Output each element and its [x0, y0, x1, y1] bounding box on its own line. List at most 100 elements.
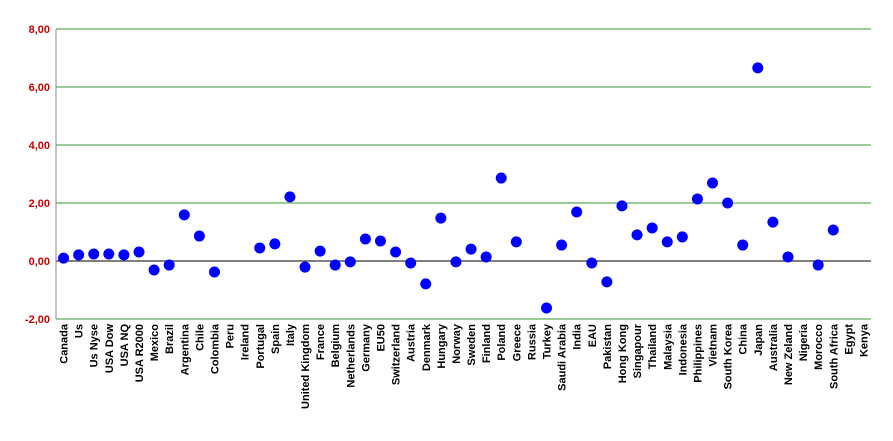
- x-tick-label: Russia: [526, 323, 538, 360]
- y-tick-label: 0,00: [29, 256, 50, 268]
- dot: [103, 248, 115, 260]
- x-tick-label: Hong Kong: [617, 324, 629, 383]
- y-tick-label: 2,00: [29, 198, 50, 210]
- dot: [163, 259, 175, 271]
- x-tick-label: Germany: [360, 323, 372, 372]
- dot: [329, 259, 341, 271]
- dot: [480, 251, 492, 263]
- dot: [827, 224, 839, 236]
- x-tick-label: Pakistan: [602, 324, 614, 370]
- x-tick-label: Hungary: [436, 323, 448, 369]
- dot: [178, 209, 190, 221]
- x-tick-label: United Kingdom: [300, 324, 312, 409]
- x-tick-label: Us Nyse: [89, 324, 101, 367]
- x-tick-label: Saudi Arabia: [557, 323, 569, 391]
- x-tick-label: Colombia: [209, 323, 221, 374]
- x-tick-label: Italy: [285, 323, 297, 346]
- x-tick-label: Malaysia: [662, 323, 674, 370]
- dot: [586, 257, 598, 269]
- dot: [390, 246, 402, 258]
- dot: [88, 248, 100, 260]
- dot: [344, 256, 356, 268]
- dot: [193, 230, 205, 242]
- dot: [722, 197, 734, 209]
- x-tick-label: Nigeria: [798, 323, 810, 361]
- dot: [299, 261, 311, 273]
- x-tick-label: Brazil: [164, 324, 176, 354]
- x-tick-label: Denmark: [421, 323, 433, 371]
- dot: [254, 242, 266, 254]
- y-tick-label: 6,00: [29, 82, 50, 94]
- dot: [812, 259, 824, 271]
- x-tick-label: Australia: [768, 323, 780, 371]
- x-tick-label: Mexico: [149, 324, 161, 362]
- x-tick-label: Indonesia: [677, 323, 689, 375]
- dot: [767, 216, 779, 228]
- dot: [752, 62, 764, 74]
- x-tick-label: New Zeland: [783, 324, 795, 385]
- y-tick-label: -2,00: [25, 314, 50, 326]
- x-tick-label: EU50: [375, 324, 387, 352]
- x-tick-label: France: [315, 324, 327, 360]
- x-tick-label: Austria: [406, 323, 418, 362]
- dot: [691, 193, 703, 205]
- y-tick-label: 4,00: [29, 140, 50, 152]
- dot: [556, 239, 568, 251]
- x-tick-label: Canada: [59, 323, 71, 364]
- x-tick-label: Philippines: [692, 324, 704, 383]
- x-tick-label: Spain: [270, 324, 282, 354]
- x-tick-label: Greece: [511, 324, 523, 361]
- dot: [646, 222, 658, 234]
- x-tick-label: Peru: [225, 324, 237, 348]
- x-tick-label: Vietnam: [708, 324, 720, 367]
- dot: [314, 245, 326, 257]
- dot: [631, 229, 643, 241]
- dot: [148, 264, 160, 276]
- x-tick-label: South Korea: [723, 323, 735, 389]
- x-tick-label: Singapour: [632, 323, 644, 378]
- x-tick-label: Norway: [451, 323, 463, 364]
- dot: [405, 257, 417, 269]
- x-tick-label: Chile: [194, 324, 206, 351]
- x-tick-label: USA NQ: [119, 324, 131, 367]
- dot: [465, 243, 477, 255]
- dot: [782, 251, 794, 263]
- x-tick-label: India: [572, 323, 584, 350]
- x-tick-label: USA Dow: [104, 324, 116, 374]
- x-tick-label: Kenya: [858, 323, 870, 357]
- dot: [541, 302, 553, 314]
- dot: [707, 177, 719, 189]
- x-tick-label: Japan: [753, 324, 765, 356]
- dot: [269, 238, 281, 250]
- x-tick-label: Sweden: [466, 324, 478, 366]
- dot: [495, 172, 507, 184]
- x-tick-label: Portugal: [255, 324, 267, 369]
- x-tick-label: Argentina: [179, 323, 191, 375]
- x-tick-label: Switzerland: [391, 324, 403, 385]
- x-tick-label: Ireland: [240, 324, 252, 360]
- x-tick-label: Poland: [496, 324, 508, 361]
- x-tick-label: Finland: [481, 324, 493, 363]
- dot: [420, 278, 432, 290]
- dot: [374, 235, 386, 247]
- x-tick-label: Us: [74, 324, 86, 338]
- x-tick-label: China: [738, 323, 750, 354]
- dot: [450, 256, 462, 268]
- dot: [208, 266, 220, 278]
- dot: [616, 200, 628, 212]
- dot: [73, 249, 85, 261]
- dot: [58, 252, 70, 264]
- x-tick-label: South Africa: [828, 323, 840, 389]
- dot: [133, 246, 145, 258]
- x-tick-label: USA R2000: [134, 324, 146, 382]
- dot: [284, 191, 296, 203]
- x-tick-label: EAU: [587, 324, 599, 347]
- x-tick-label: Netherlands: [345, 324, 357, 388]
- dot: [737, 239, 749, 251]
- x-tick-label: Belgium: [330, 324, 342, 368]
- dot: [676, 231, 688, 243]
- dot: [571, 206, 583, 218]
- x-tick-label: Turkey: [542, 323, 554, 359]
